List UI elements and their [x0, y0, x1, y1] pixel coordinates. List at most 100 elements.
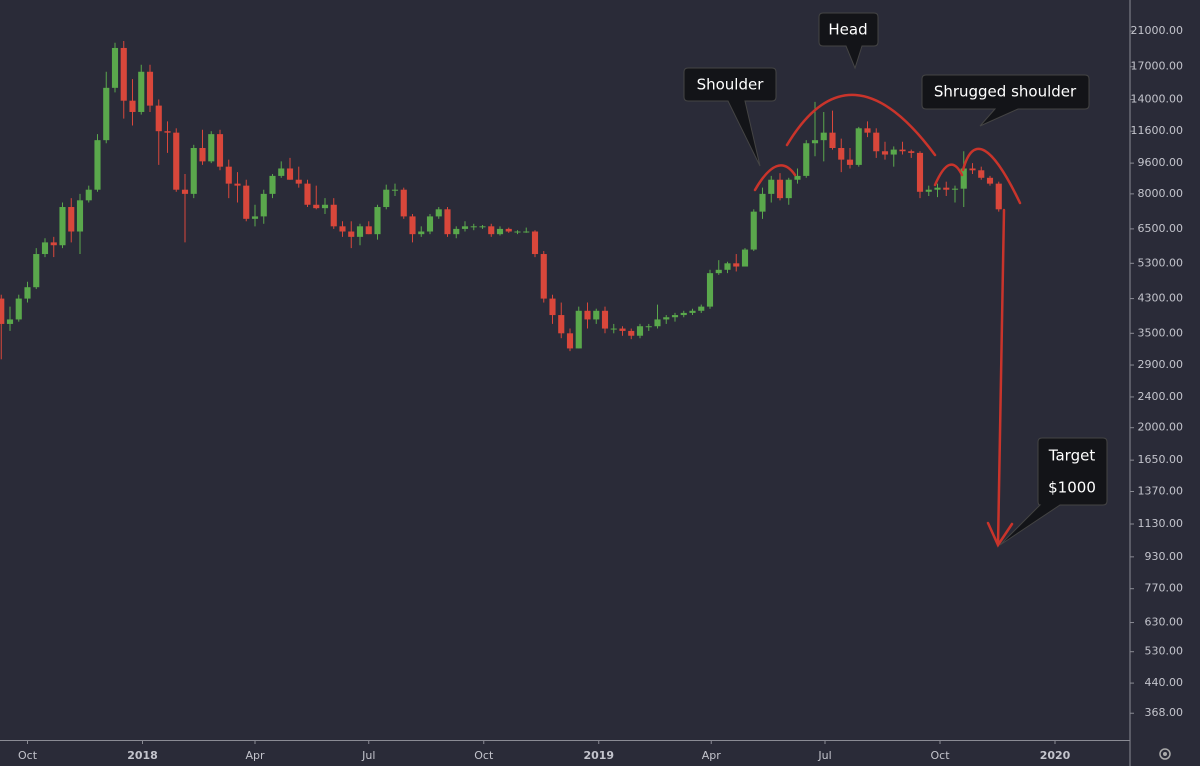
- candle-body: [558, 315, 565, 334]
- candle-body: [671, 315, 679, 318]
- candle-body: [374, 207, 381, 235]
- candle-body: [820, 132, 827, 141]
- candle-body: [173, 132, 180, 190]
- candle-body: [260, 193, 267, 217]
- candle-body: [129, 100, 136, 112]
- y-tick-label: 2000.00: [1138, 421, 1184, 434]
- y-tick-label: 1130.00: [1138, 517, 1184, 530]
- candle-body: [330, 204, 337, 227]
- target-arrow-head: [986, 521, 1014, 548]
- y-tick-label: 2400.00: [1138, 390, 1184, 403]
- candle-body: [864, 128, 871, 133]
- candle-body: [645, 326, 652, 328]
- candle-body: [365, 226, 372, 235]
- x-tick-label: Oct: [474, 749, 494, 762]
- candle-body: [426, 216, 434, 232]
- candle-body: [706, 273, 714, 307]
- candle-body: [531, 231, 539, 255]
- small-arc: [933, 163, 964, 187]
- candle-body: [881, 151, 889, 155]
- candle-body: [50, 242, 57, 246]
- candle-body: [540, 254, 547, 299]
- candle-body: [146, 71, 154, 106]
- candle-body: [986, 177, 994, 184]
- candle-body: [85, 189, 92, 201]
- candle-body: [794, 175, 801, 180]
- candle-body: [698, 306, 705, 311]
- x-tick-label: Apr: [245, 749, 265, 762]
- candle-body: [768, 179, 775, 194]
- candle-body: [523, 231, 530, 233]
- head-arc: [785, 93, 937, 157]
- candle-body: [225, 166, 232, 184]
- y-tick-label: 17000.00: [1131, 60, 1184, 73]
- y-tick-label: 1650.00: [1138, 453, 1184, 466]
- candle-body: [838, 148, 845, 160]
- candle-body: [811, 140, 819, 144]
- candle-body: [409, 216, 416, 235]
- y-tick-label: 8000.00: [1138, 187, 1184, 200]
- candle-body: [251, 216, 259, 219]
- candle-body: [496, 228, 504, 235]
- x-tick-label: Jul: [817, 749, 831, 762]
- x-tick-label: Oct: [930, 749, 950, 762]
- candle-body: [488, 226, 495, 235]
- candle-body: [0, 298, 5, 324]
- candle-body: [925, 189, 932, 192]
- y-tick-label: 5300.00: [1138, 256, 1184, 269]
- y-tick-label: 4300.00: [1138, 292, 1184, 305]
- gear-center[interactable]: [1163, 752, 1167, 756]
- candle-body: [566, 333, 574, 349]
- candle-body: [15, 298, 22, 320]
- candle-body: [444, 209, 451, 235]
- x-tick-label: Apr: [702, 749, 722, 762]
- candle-body: [759, 193, 766, 212]
- candle-body: [890, 149, 897, 155]
- x-tick-label: Jul: [361, 749, 375, 762]
- candle-body: [435, 209, 442, 217]
- candle-body: [6, 319, 14, 324]
- candle-body: [199, 148, 206, 162]
- shrugged-label: Shrugged shoulder: [934, 83, 1077, 101]
- settings-icon[interactable]: [1159, 748, 1171, 760]
- candle-body: [855, 128, 862, 165]
- candle-body: [916, 152, 924, 192]
- candle-body: [829, 132, 836, 149]
- candle-body: [689, 310, 696, 313]
- callouts: Shoulder Head Shrugged shoulder Target $…: [683, 12, 1108, 546]
- candle-body: [593, 310, 600, 320]
- y-tick-label: 11600.00: [1131, 124, 1184, 137]
- candle-body: [94, 140, 101, 190]
- candle-body: [995, 183, 1002, 210]
- candle-body: [733, 263, 740, 267]
- shoulder-label: Shoulder: [697, 76, 765, 94]
- candle-body: [155, 105, 162, 132]
- candle-body: [103, 87, 110, 141]
- candle-body: [208, 134, 215, 162]
- candle-body: [391, 189, 399, 191]
- candle-body: [514, 231, 521, 233]
- head-label: Head: [828, 21, 867, 39]
- candle-body: [356, 226, 364, 237]
- candle-body: [24, 287, 31, 299]
- x-tick-label: 2020: [1040, 749, 1071, 762]
- candle-body: [803, 143, 810, 176]
- candle-body: [418, 231, 425, 235]
- y-tick-label: 9600.00: [1138, 156, 1184, 169]
- candle-body: [505, 228, 512, 232]
- candle-body: [59, 207, 66, 246]
- candle-body: [934, 187, 941, 190]
- candle-body: [243, 185, 250, 219]
- y-tick-label: 6500.00: [1138, 222, 1184, 235]
- candle-body: [286, 168, 294, 180]
- y-tick-label: 3500.00: [1138, 326, 1184, 339]
- target-label: Target: [1048, 447, 1096, 465]
- pattern-drawings: [753, 93, 1022, 548]
- candle-body: [164, 131, 171, 133]
- candle-body: [41, 242, 49, 255]
- candle-body: [68, 207, 75, 232]
- candle-body: [181, 189, 189, 194]
- gear[interactable]: [1159, 748, 1171, 760]
- candle-body: [295, 179, 302, 184]
